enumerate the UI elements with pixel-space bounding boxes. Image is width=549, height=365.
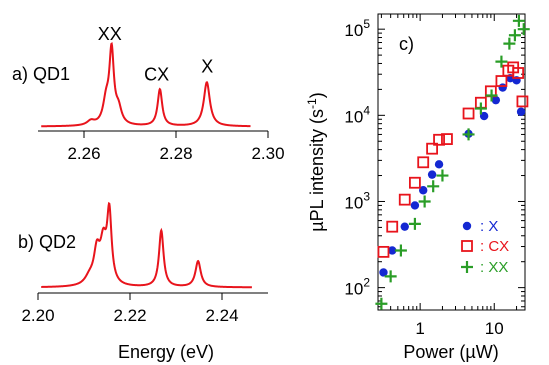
point-x (479, 111, 489, 121)
point-cx (377, 245, 390, 258)
peak-label-x: X (201, 56, 213, 76)
x-tick-label: 10 (485, 319, 504, 338)
legend-label-cx: : CX (480, 238, 509, 255)
y-tick-label: 105 (344, 17, 370, 40)
panel-label-qd2: b) QD2 (18, 232, 76, 252)
point-cx (409, 176, 421, 189)
point-x (410, 201, 420, 210)
legend-label-xx: : XX (480, 259, 508, 276)
x-tick-label: 2.26 (67, 144, 100, 163)
peak-labels-qd1: XX CX X (98, 24, 214, 84)
point-cx (398, 193, 411, 206)
panel-label-power: c) (399, 34, 414, 54)
y-tick-base: 10 (344, 193, 363, 212)
panel-qd1: a) QD1 XX CX X 2.26 2.28 2.30 (12, 24, 285, 163)
point-cx (433, 133, 445, 146)
y-axis-title-power: µPL intensity (s-1) (305, 92, 327, 231)
point-cx (462, 107, 475, 120)
point-x (379, 268, 388, 277)
point-xx (503, 37, 516, 50)
point-xx (462, 128, 475, 141)
y-tick-base: 10 (344, 21, 363, 40)
y-tick-base: 10 (344, 280, 363, 299)
panel-label-qd1: a) QD1 (12, 64, 70, 84)
point-cx (512, 67, 525, 79)
y-tick-exponent: 2 (363, 276, 370, 290)
point-xx (408, 217, 421, 230)
x-axis-title-power: Power (µW) (403, 342, 498, 362)
y-tick-exponent: 3 (363, 189, 370, 203)
point-xx (508, 29, 521, 42)
legend-label-x: : X (480, 218, 498, 235)
x-ticks-power: 1 10 (380, 14, 518, 338)
x-tick-label: 2.22 (113, 306, 146, 325)
y-tick-label: 103 (344, 189, 370, 212)
point-x (419, 186, 428, 195)
point-xx (394, 244, 407, 257)
y-axis-title-main: µPL intensity (s (307, 109, 327, 232)
y-tick-label: 104 (344, 103, 370, 126)
point-xx (384, 270, 397, 283)
point-xx (375, 297, 388, 310)
x-axis-title-qd2: Energy (eV) (118, 342, 214, 362)
legend-marker-cx (461, 240, 473, 252)
legend-marker-xx (461, 261, 473, 273)
point-xx (512, 14, 525, 27)
x-tick-label: 2.24 (205, 306, 238, 325)
x-ticks-qd2: 2.20 2.22 2.24 (21, 293, 239, 325)
x-tick-label: 2.28 (159, 144, 192, 163)
point-x (434, 160, 444, 169)
x-tick-label: 2.30 (251, 144, 284, 163)
point-xx (495, 55, 508, 68)
legend-power: : X : CX : XX (461, 218, 509, 276)
point-cx (417, 156, 430, 169)
point-xx (485, 89, 498, 102)
plot-frame-power (377, 13, 526, 311)
point-xx (474, 102, 487, 115)
point-xx (517, 23, 530, 36)
point-xx (436, 169, 449, 182)
y-tick-exponent: 4 (363, 103, 370, 117)
point-x (491, 95, 501, 105)
point-x (400, 222, 409, 231)
x-tick-label: 2.20 (21, 306, 54, 325)
point-cx (495, 75, 508, 87)
y-tick-label: 102 (344, 276, 370, 299)
legend-marker-x (462, 221, 472, 231)
data-points-power (375, 14, 530, 310)
y-tick-base: 10 (344, 107, 363, 126)
panel-qd2: b) QD2 2.20 2.22 2.24 Energy (eV) (18, 201, 268, 362)
peak-label-cx: CX (144, 64, 169, 84)
y-tick-exponent: 5 (363, 17, 370, 31)
point-cx (516, 95, 529, 108)
y-axis-title-sup: -1 (305, 98, 319, 109)
point-x (427, 170, 437, 179)
x-ticks-qd1: 2.26 2.28 2.30 (67, 131, 285, 163)
peak-label-xx: XX (98, 24, 122, 44)
point-cx (386, 220, 399, 233)
spectrum-line-qd2 (41, 201, 252, 289)
y-axis-title-close: ) (307, 92, 327, 98)
spectrum-line-qd1 (41, 41, 251, 128)
point-xx (427, 180, 440, 193)
point-xx (418, 195, 431, 208)
point-cx (441, 133, 453, 145)
point-cx (426, 142, 438, 155)
x-tick-label: 1 (415, 319, 424, 338)
point-x (516, 107, 526, 116)
point-x (388, 246, 397, 255)
